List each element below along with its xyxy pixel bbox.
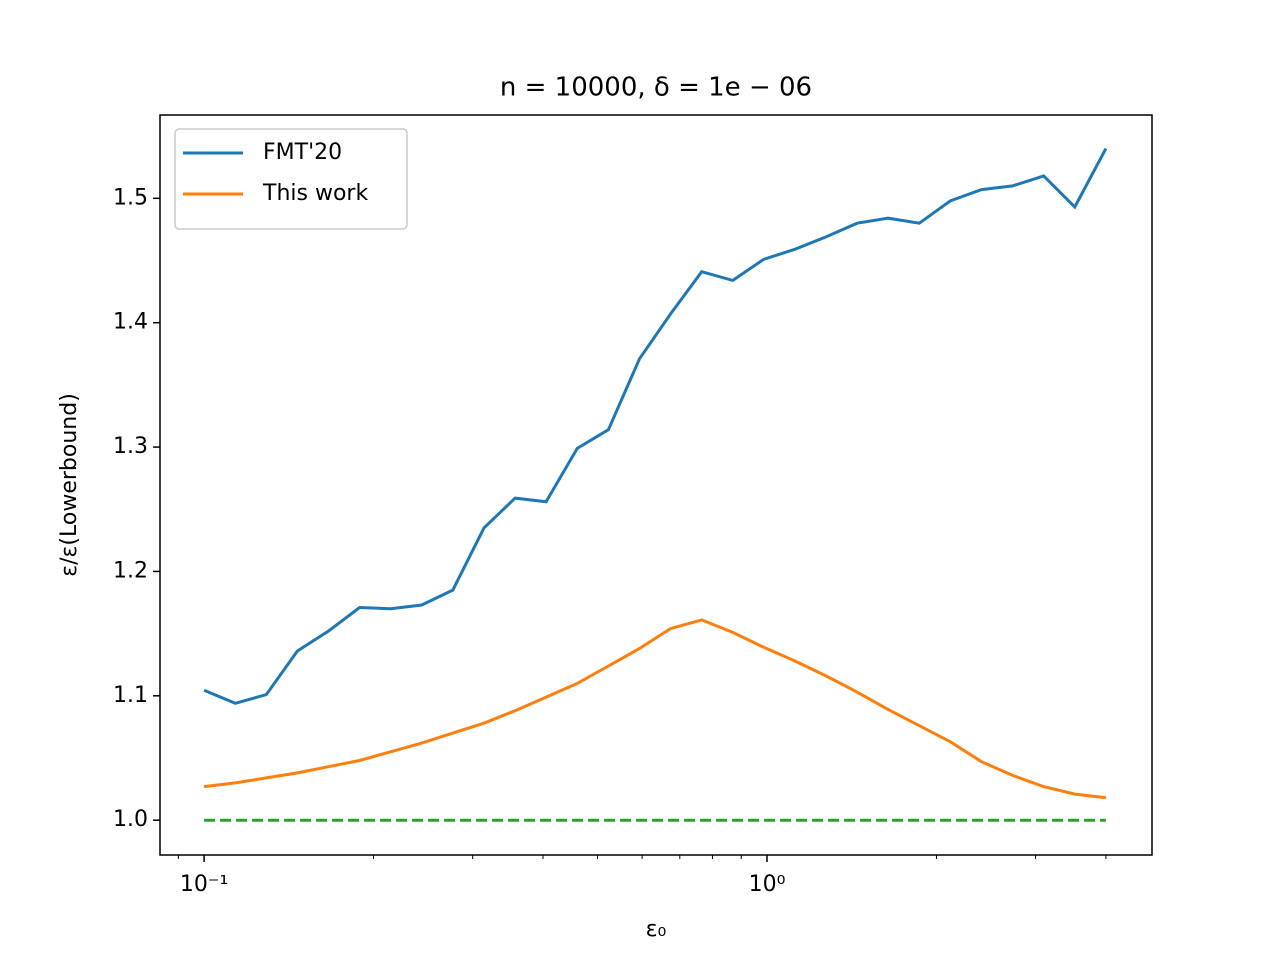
data-line	[203, 147, 1108, 705]
y-tick-label: 1.0	[113, 807, 148, 832]
y-tick-label: 1.3	[113, 434, 148, 459]
legend-label: FMT'20	[263, 140, 342, 165]
legend-label: This work	[262, 181, 368, 206]
plot-frame	[159, 114, 1153, 856]
y-tick-label: 1.5	[113, 185, 148, 210]
y-tick-label: 1.2	[113, 558, 148, 583]
x-axis-label: ε₀	[646, 917, 667, 942]
chart-title: n = 10000, δ = 1e − 06	[500, 73, 812, 103]
data-line	[203, 618, 1107, 800]
y-tick-label: 1.1	[113, 683, 148, 708]
x-tick-label: 10⁰	[749, 872, 786, 897]
y-tick-label: 1.4	[113, 310, 148, 335]
x-tick-label: 10⁻¹	[180, 872, 228, 897]
y-axis-label: ε/ε(Lowerbound)	[57, 393, 82, 577]
